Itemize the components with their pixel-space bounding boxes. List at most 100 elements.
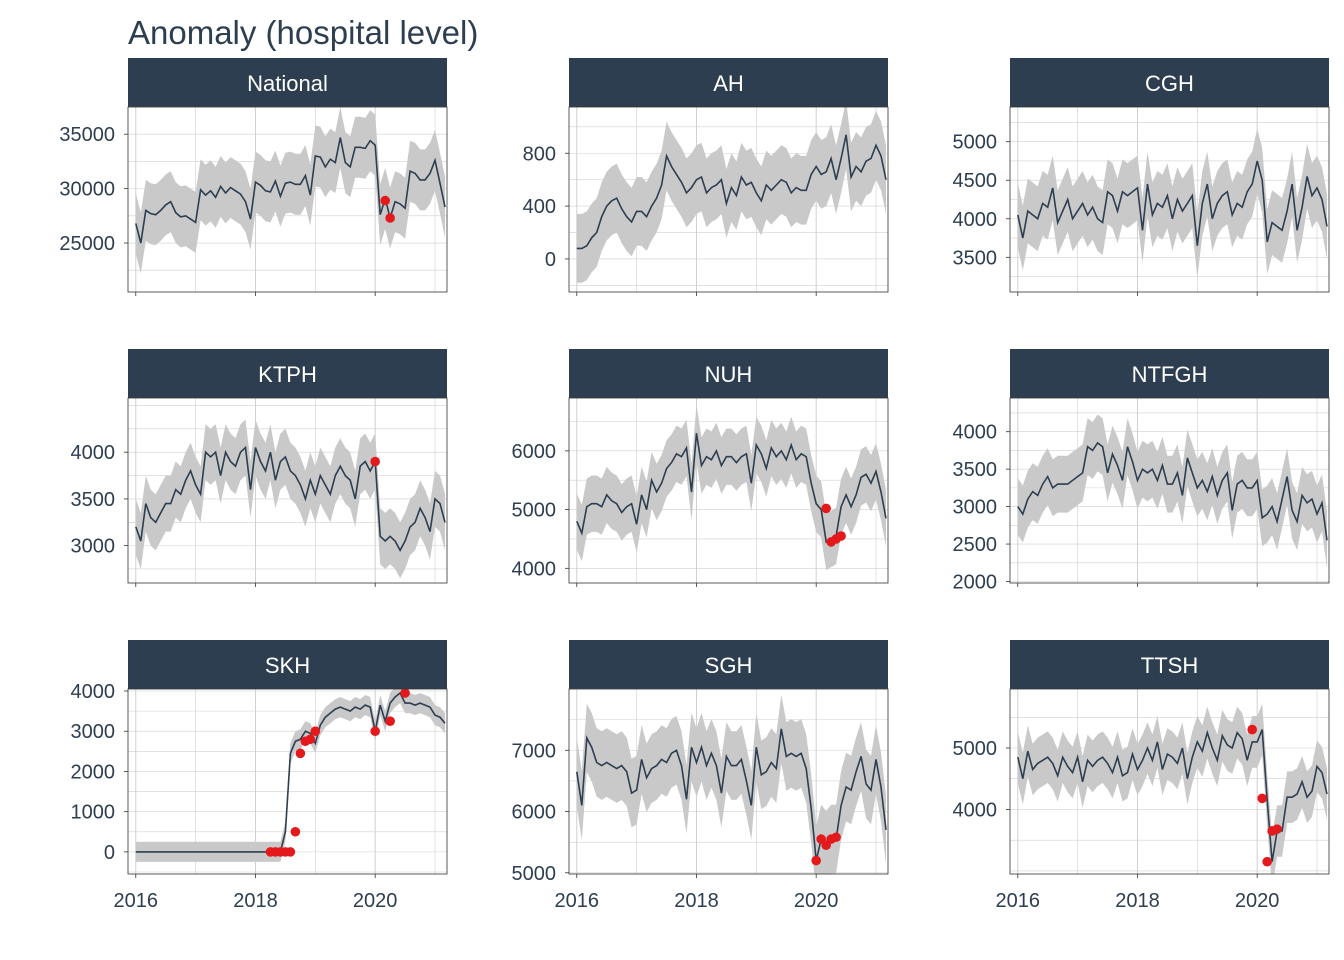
anomaly-point bbox=[811, 855, 821, 866]
panel-strip bbox=[1010, 640, 1329, 689]
x-tick-label: 2016 bbox=[996, 890, 1041, 912]
y-tick-label: 35000 bbox=[59, 124, 115, 146]
panel-strip-label: SGH bbox=[705, 653, 753, 678]
y-tick-label: 400 bbox=[523, 196, 556, 218]
expected-range-band bbox=[576, 405, 886, 571]
panel-strip-label: TTSH bbox=[1141, 653, 1198, 678]
y-tick-label: 1000 bbox=[71, 802, 116, 824]
expected-range-band bbox=[135, 689, 445, 862]
panel-strip-label: AH bbox=[713, 71, 744, 96]
anomaly-point bbox=[385, 716, 395, 726]
y-tick-label: 3000 bbox=[953, 497, 998, 519]
panel-ktph: KTPH 3000 3500 4000 bbox=[71, 349, 448, 587]
y-tick-label: 6000 bbox=[512, 441, 557, 463]
panel-strip bbox=[1010, 58, 1329, 107]
panel-sgh: SGH 5000 6000 7000 2016 2018 2020 bbox=[512, 640, 889, 912]
anomaly-point bbox=[295, 748, 306, 759]
panel-skh: SKH 0 1000 2000 3000 4000 2016 2018 2020 bbox=[71, 640, 448, 912]
y-tick-label: 4500 bbox=[953, 170, 998, 192]
plot-area bbox=[135, 107, 446, 274]
panel-border bbox=[127, 397, 448, 584]
series-line bbox=[135, 445, 446, 552]
expected-range-band bbox=[576, 694, 886, 874]
y-tick-label: 4000 bbox=[71, 681, 116, 703]
y-tick-label: 25000 bbox=[59, 233, 115, 255]
y-tick-label: 4000 bbox=[953, 799, 998, 821]
x-tick-label: 2018 bbox=[233, 890, 278, 912]
x-tick-label: 2018 bbox=[674, 890, 719, 912]
anomaly-point bbox=[1272, 824, 1282, 834]
expected-range-band bbox=[1017, 128, 1327, 279]
panel-strip bbox=[569, 58, 888, 107]
series-line bbox=[135, 691, 446, 853]
y-tick-label: 3500 bbox=[953, 247, 998, 269]
y-tick-label: 3500 bbox=[953, 459, 998, 481]
x-tick-label: 2020 bbox=[353, 890, 398, 912]
y-tick-label: 5000 bbox=[953, 132, 998, 154]
anomaly-point bbox=[1247, 724, 1257, 735]
anomaly-point bbox=[285, 847, 296, 857]
series-line bbox=[576, 134, 887, 250]
panel-strip bbox=[569, 349, 888, 398]
x-tick-label: 2016 bbox=[555, 890, 600, 912]
series-line bbox=[1017, 729, 1328, 862]
anomaly-point bbox=[290, 826, 301, 837]
panel-strip bbox=[128, 640, 447, 689]
panel-strip-label: NUH bbox=[705, 362, 753, 387]
anomaly-point bbox=[821, 503, 831, 514]
y-tick-label: 4000 bbox=[953, 209, 998, 231]
panel-national: National 25000 30000 35000 bbox=[59, 58, 448, 296]
plot-area bbox=[576, 107, 887, 283]
y-tick-label: 6000 bbox=[512, 802, 557, 824]
panel-border bbox=[568, 397, 889, 584]
panel-border bbox=[1009, 397, 1330, 584]
panel-cgh: CGH 3500 4000 4500 5000 bbox=[953, 58, 1330, 296]
y-tick-label: 7000 bbox=[512, 740, 557, 762]
expected-range-band bbox=[135, 107, 446, 274]
anomaly-point bbox=[385, 213, 395, 223]
y-tick-label: 4000 bbox=[71, 442, 116, 464]
anomaly-point bbox=[1262, 856, 1272, 867]
panel-strip-label: National bbox=[247, 71, 328, 96]
y-tick-label: 0 bbox=[545, 249, 556, 271]
panel-border bbox=[1009, 688, 1330, 875]
y-tick-label: 3000 bbox=[71, 721, 116, 743]
expected-range-band bbox=[1017, 414, 1327, 569]
anomaly-point bbox=[370, 726, 380, 737]
y-tick-label: 30000 bbox=[59, 179, 115, 201]
x-tick-label: 2016 bbox=[114, 890, 159, 912]
panel-border bbox=[1009, 106, 1330, 293]
plot-area bbox=[135, 689, 446, 862]
panel-ntfgh: NTFGH 2000 2500 3000 3500 4000 bbox=[953, 349, 1330, 594]
plot-area bbox=[1017, 414, 1328, 569]
page-title: Anomaly (hospital level) bbox=[128, 14, 479, 51]
expected-range-band bbox=[576, 107, 886, 283]
anomaly-point bbox=[831, 832, 841, 843]
expected-range-band bbox=[1017, 703, 1327, 874]
y-tick-label: 3000 bbox=[71, 536, 116, 558]
anomaly-point bbox=[380, 195, 390, 206]
plot-area bbox=[1017, 128, 1328, 279]
y-tick-label: 2000 bbox=[953, 572, 998, 594]
y-tick-label: 0 bbox=[104, 842, 115, 864]
plot-area bbox=[1017, 703, 1328, 874]
panel-strip bbox=[128, 58, 447, 107]
panel-strip bbox=[569, 640, 888, 689]
y-tick-label: 2000 bbox=[71, 761, 116, 783]
y-tick-label: 2500 bbox=[953, 534, 998, 556]
panel-strip-label: KTPH bbox=[258, 362, 317, 387]
x-tick-label: 2020 bbox=[1235, 890, 1280, 912]
expected-range-band bbox=[135, 419, 446, 579]
panel-nuh: NUH 4000 5000 6000 bbox=[512, 349, 889, 587]
panel-border bbox=[127, 688, 448, 875]
series-line bbox=[1017, 160, 1328, 246]
panel-border bbox=[568, 688, 889, 875]
y-tick-label: 5000 bbox=[512, 863, 557, 885]
series-line bbox=[135, 137, 446, 244]
panel-strip-label: SKH bbox=[265, 653, 310, 678]
panel-strip bbox=[1010, 349, 1329, 398]
anomaly-point bbox=[370, 456, 380, 467]
plot-area bbox=[576, 694, 887, 874]
panel-strip-label: CGH bbox=[1145, 71, 1194, 96]
